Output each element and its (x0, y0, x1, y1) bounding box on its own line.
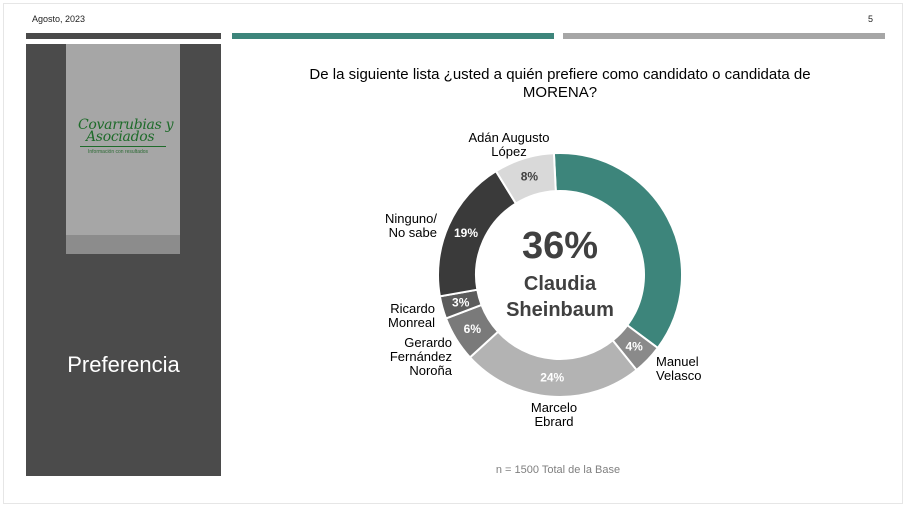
slice-claudia-sheinbaum (552, 152, 683, 350)
slice-value-label: 8% (521, 170, 539, 184)
category-label: Gerardo Fernández Noroña (390, 335, 453, 378)
slice-value-label: 4% (626, 339, 644, 353)
slide-date: Agosto, 2023 (32, 14, 86, 24)
section-title: Preferencia (67, 352, 180, 377)
category-label: Manuel Velasco (656, 354, 702, 383)
slice-value-label: 6% (464, 322, 482, 336)
header-bar-dark (26, 33, 221, 39)
logo-line2: Asociados (86, 129, 155, 145)
sample-footnote: n = 1500 Total de la Base (495, 464, 621, 476)
slide-frame (3, 3, 903, 504)
logo-line1: Covarrubias y (78, 117, 174, 133)
center-label: Claudia (524, 273, 597, 295)
category-label: Adán Augusto López (469, 130, 550, 159)
logo-strip (66, 235, 180, 254)
center-value: 36% (522, 225, 598, 267)
slice-marcelo-ebrard (468, 330, 638, 398)
logo-tagline: Información con resultados (88, 149, 149, 155)
slice-value-label: 3% (452, 295, 470, 309)
category-label: Ninguno/No sabe (385, 211, 437, 240)
center-label: Sheinbaum (506, 299, 614, 321)
slice-value-label: 24% (540, 371, 564, 385)
category-label: Marcelo Ebrard (531, 400, 577, 429)
chart-title: De la siguiente lista ¿usted a quién pre… (309, 66, 811, 101)
logo-divider (80, 146, 166, 147)
page-number: 5 (868, 14, 874, 24)
company-logo: Covarrubias y Asociados (78, 117, 178, 145)
header-bar-teal (232, 33, 554, 39)
category-label: Ricardo Monreal (388, 301, 435, 330)
slice-value-label: 19% (454, 226, 478, 240)
header-bar-gray (563, 33, 885, 39)
logo-box (66, 44, 180, 235)
slice-ad-n-augusto-l-pez (494, 152, 557, 205)
